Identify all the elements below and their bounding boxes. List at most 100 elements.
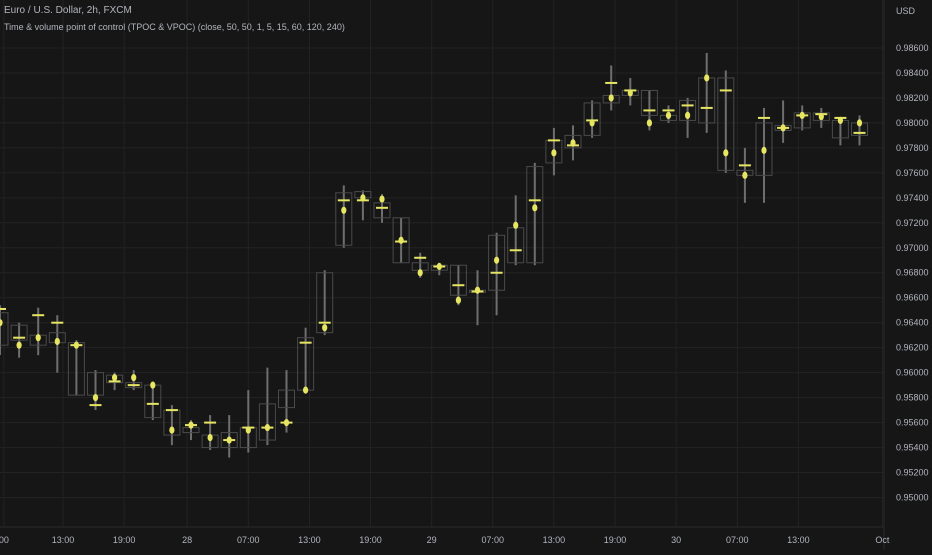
candle[interactable] [736, 147, 754, 203]
vpoc-marker [455, 296, 461, 304]
candle-layer [0, 52, 868, 458]
vpoc-marker [704, 74, 710, 82]
candle[interactable] [660, 105, 677, 123]
candle-body [526, 166, 544, 264]
candle[interactable] [67, 340, 85, 396]
vpoc-marker [169, 426, 175, 434]
candle[interactable] [679, 97, 697, 138]
vpoc-marker [646, 119, 653, 127]
candle[interactable] [583, 100, 601, 138]
candle-body [449, 264, 467, 296]
candle[interactable] [755, 107, 773, 203]
candle[interactable] [430, 262, 448, 276]
vpoc-marker [92, 394, 99, 402]
vpoc-marker [685, 111, 691, 120]
vpoc-marker [837, 116, 844, 125]
vpoc-marker [398, 236, 404, 244]
candle[interactable] [640, 89, 658, 131]
candle[interactable] [0, 305, 9, 356]
candle[interactable] [182, 420, 200, 441]
vpoc-marker [54, 337, 60, 346]
time-axis[interactable]: 00 13:00 19:00 28 07:00 13:00 19:00 29 07:00 13:0… [0, 535, 890, 545]
candle[interactable] [335, 185, 353, 248]
y-tick-label: 0.95600 [896, 418, 929, 428]
candle[interactable] [526, 162, 544, 266]
vpoc-marker [245, 426, 251, 434]
candle[interactable] [316, 270, 334, 336]
candle[interactable] [507, 195, 525, 266]
candle-body [278, 389, 295, 409]
candle[interactable] [469, 270, 486, 326]
candle[interactable] [411, 252, 429, 278]
candle[interactable] [488, 232, 506, 316]
vpoc-marker [303, 386, 309, 394]
candle[interactable] [239, 390, 257, 453]
x-tick-label: 07:00 [726, 535, 749, 545]
candle[interactable] [297, 327, 315, 394]
symbol-title[interactable]: Euro / U.S. Dollar, 2h, FXCM [4, 5, 132, 16]
vpoc-marker [207, 433, 213, 442]
y-tick-label: 0.96200 [896, 343, 929, 353]
candle[interactable] [220, 415, 238, 458]
candle[interactable] [831, 116, 849, 146]
candle[interactable] [602, 65, 620, 111]
x-tick-label: 29 [427, 535, 437, 545]
vpoc-marker [665, 111, 672, 120]
candle[interactable] [354, 190, 372, 221]
vpoc-marker [360, 194, 366, 202]
candle[interactable] [29, 307, 47, 356]
candle[interactable] [564, 125, 582, 161]
vpoc-marker [283, 418, 290, 427]
candle[interactable] [392, 217, 410, 264]
candle[interactable] [717, 70, 735, 173]
candle-body [717, 77, 735, 171]
y-tick-label: 0.97400 [896, 193, 929, 203]
vpoc-marker [436, 262, 442, 271]
vpoc-marker [226, 436, 232, 444]
candle[interactable] [851, 115, 868, 146]
candle[interactable] [698, 52, 716, 133]
x-tick-label: 07:00 [237, 535, 260, 545]
x-tick-label: Oct [875, 535, 890, 545]
candle-body [392, 217, 410, 264]
vpoc-marker [35, 334, 41, 342]
candle[interactable] [10, 322, 28, 358]
candle[interactable] [774, 100, 792, 143]
vpoc-marker [264, 423, 270, 432]
vpoc-marker [474, 286, 481, 294]
candle-body [258, 403, 276, 441]
candle[interactable] [449, 264, 467, 306]
candle[interactable] [545, 127, 563, 176]
candle-body [373, 202, 391, 219]
vpoc-marker [73, 341, 79, 349]
vpoc-marker [856, 119, 863, 127]
candle[interactable] [278, 370, 295, 433]
candle[interactable] [144, 381, 162, 421]
vpoc-marker [799, 111, 805, 120]
candle-body [679, 99, 697, 121]
candle[interactable] [163, 405, 181, 446]
candle[interactable] [48, 315, 66, 373]
candle[interactable] [812, 107, 830, 128]
candle[interactable] [373, 194, 391, 223]
candle[interactable] [793, 105, 811, 131]
vpoc-marker [551, 149, 557, 157]
candle[interactable] [621, 77, 639, 106]
y-tick-label: 0.96600 [896, 293, 929, 303]
candle[interactable] [87, 370, 104, 411]
candle[interactable] [258, 367, 276, 446]
x-tick-label: 07:00 [482, 535, 505, 545]
candle[interactable] [125, 370, 143, 391]
candle[interactable] [201, 415, 219, 451]
candle-body [564, 134, 582, 149]
vpoc-marker [322, 324, 328, 332]
x-tick-label: 00 [0, 535, 9, 545]
price-axis[interactable]: 0.98600 0.98400 0.98200 0.98000 0.97800 0.976… [896, 43, 929, 503]
indicator-legend[interactable]: Time & volume point of control (TPOC & V… [4, 22, 345, 32]
y-tick-label: 0.95000 [896, 493, 929, 503]
candle[interactable] [106, 372, 124, 391]
vpoc-marker [570, 139, 576, 147]
vpoc-marker [417, 269, 423, 277]
